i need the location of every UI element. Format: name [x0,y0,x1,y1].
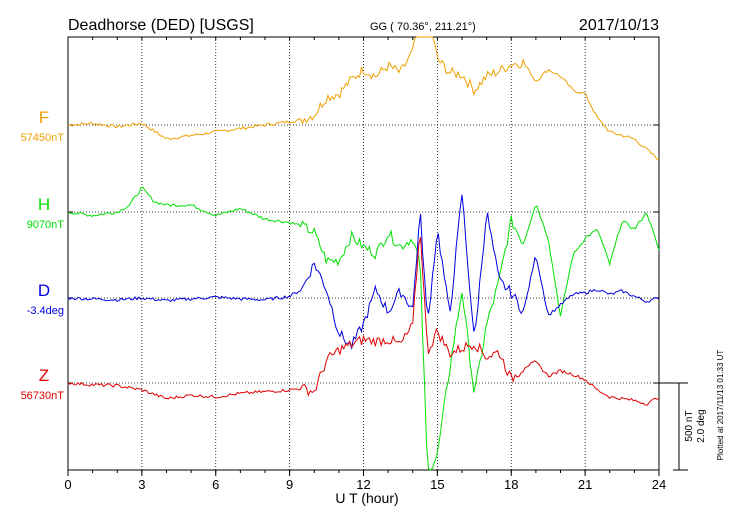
series-baseline-d: -3.4deg [27,305,64,317]
x-tick-label: 21 [578,477,592,492]
series-line-z [67,237,660,406]
series-layer [67,36,660,471]
series-name-f: F [39,108,49,127]
series-name-z: Z [39,366,49,385]
series-labels: F 57450nT H 9070nT D -3.4deg Z 56730nT [21,108,65,402]
scale-bar: 500 nT 2.0 deg [659,382,707,471]
series-name-d: D [38,281,50,300]
grid-lines [68,37,659,470]
x-tick-label: 24 [652,477,666,492]
x-tick-label: 0 [64,477,71,492]
series-name-h: H [38,195,50,214]
chart-date: 2017/10/13 [579,17,659,34]
scale-deg-label: 2.0 deg [696,409,707,442]
plotted-timestamp: Plotted at 2017/11/13 01:33 UT [716,350,725,461]
series-line-d [67,194,660,351]
x-tick-label: 12 [356,477,370,492]
station-coords: GG ( 70.36°, 211.21°) [370,21,476,33]
x-tick-label: 3 [138,477,145,492]
series-baseline-h: 9070nT [27,219,65,231]
series-baseline-z: 56730nT [21,390,65,402]
x-axis-label: U T (hour) [335,490,398,506]
scale-nt-label: 500 nT [684,410,695,441]
station-title: Deadhorse (DED) [USGS] [68,17,254,34]
axis-ticks: 0 3 6 9 12 15 18 21 24 [64,37,666,492]
series-line-f [67,36,660,161]
x-tick-label: 18 [504,477,518,492]
x-tick-label: 6 [212,477,219,492]
series-baseline-f: 57450nT [21,132,65,144]
x-tick-label: 15 [430,477,444,492]
series-line-h [67,186,660,471]
x-tick-label: 9 [286,477,293,492]
